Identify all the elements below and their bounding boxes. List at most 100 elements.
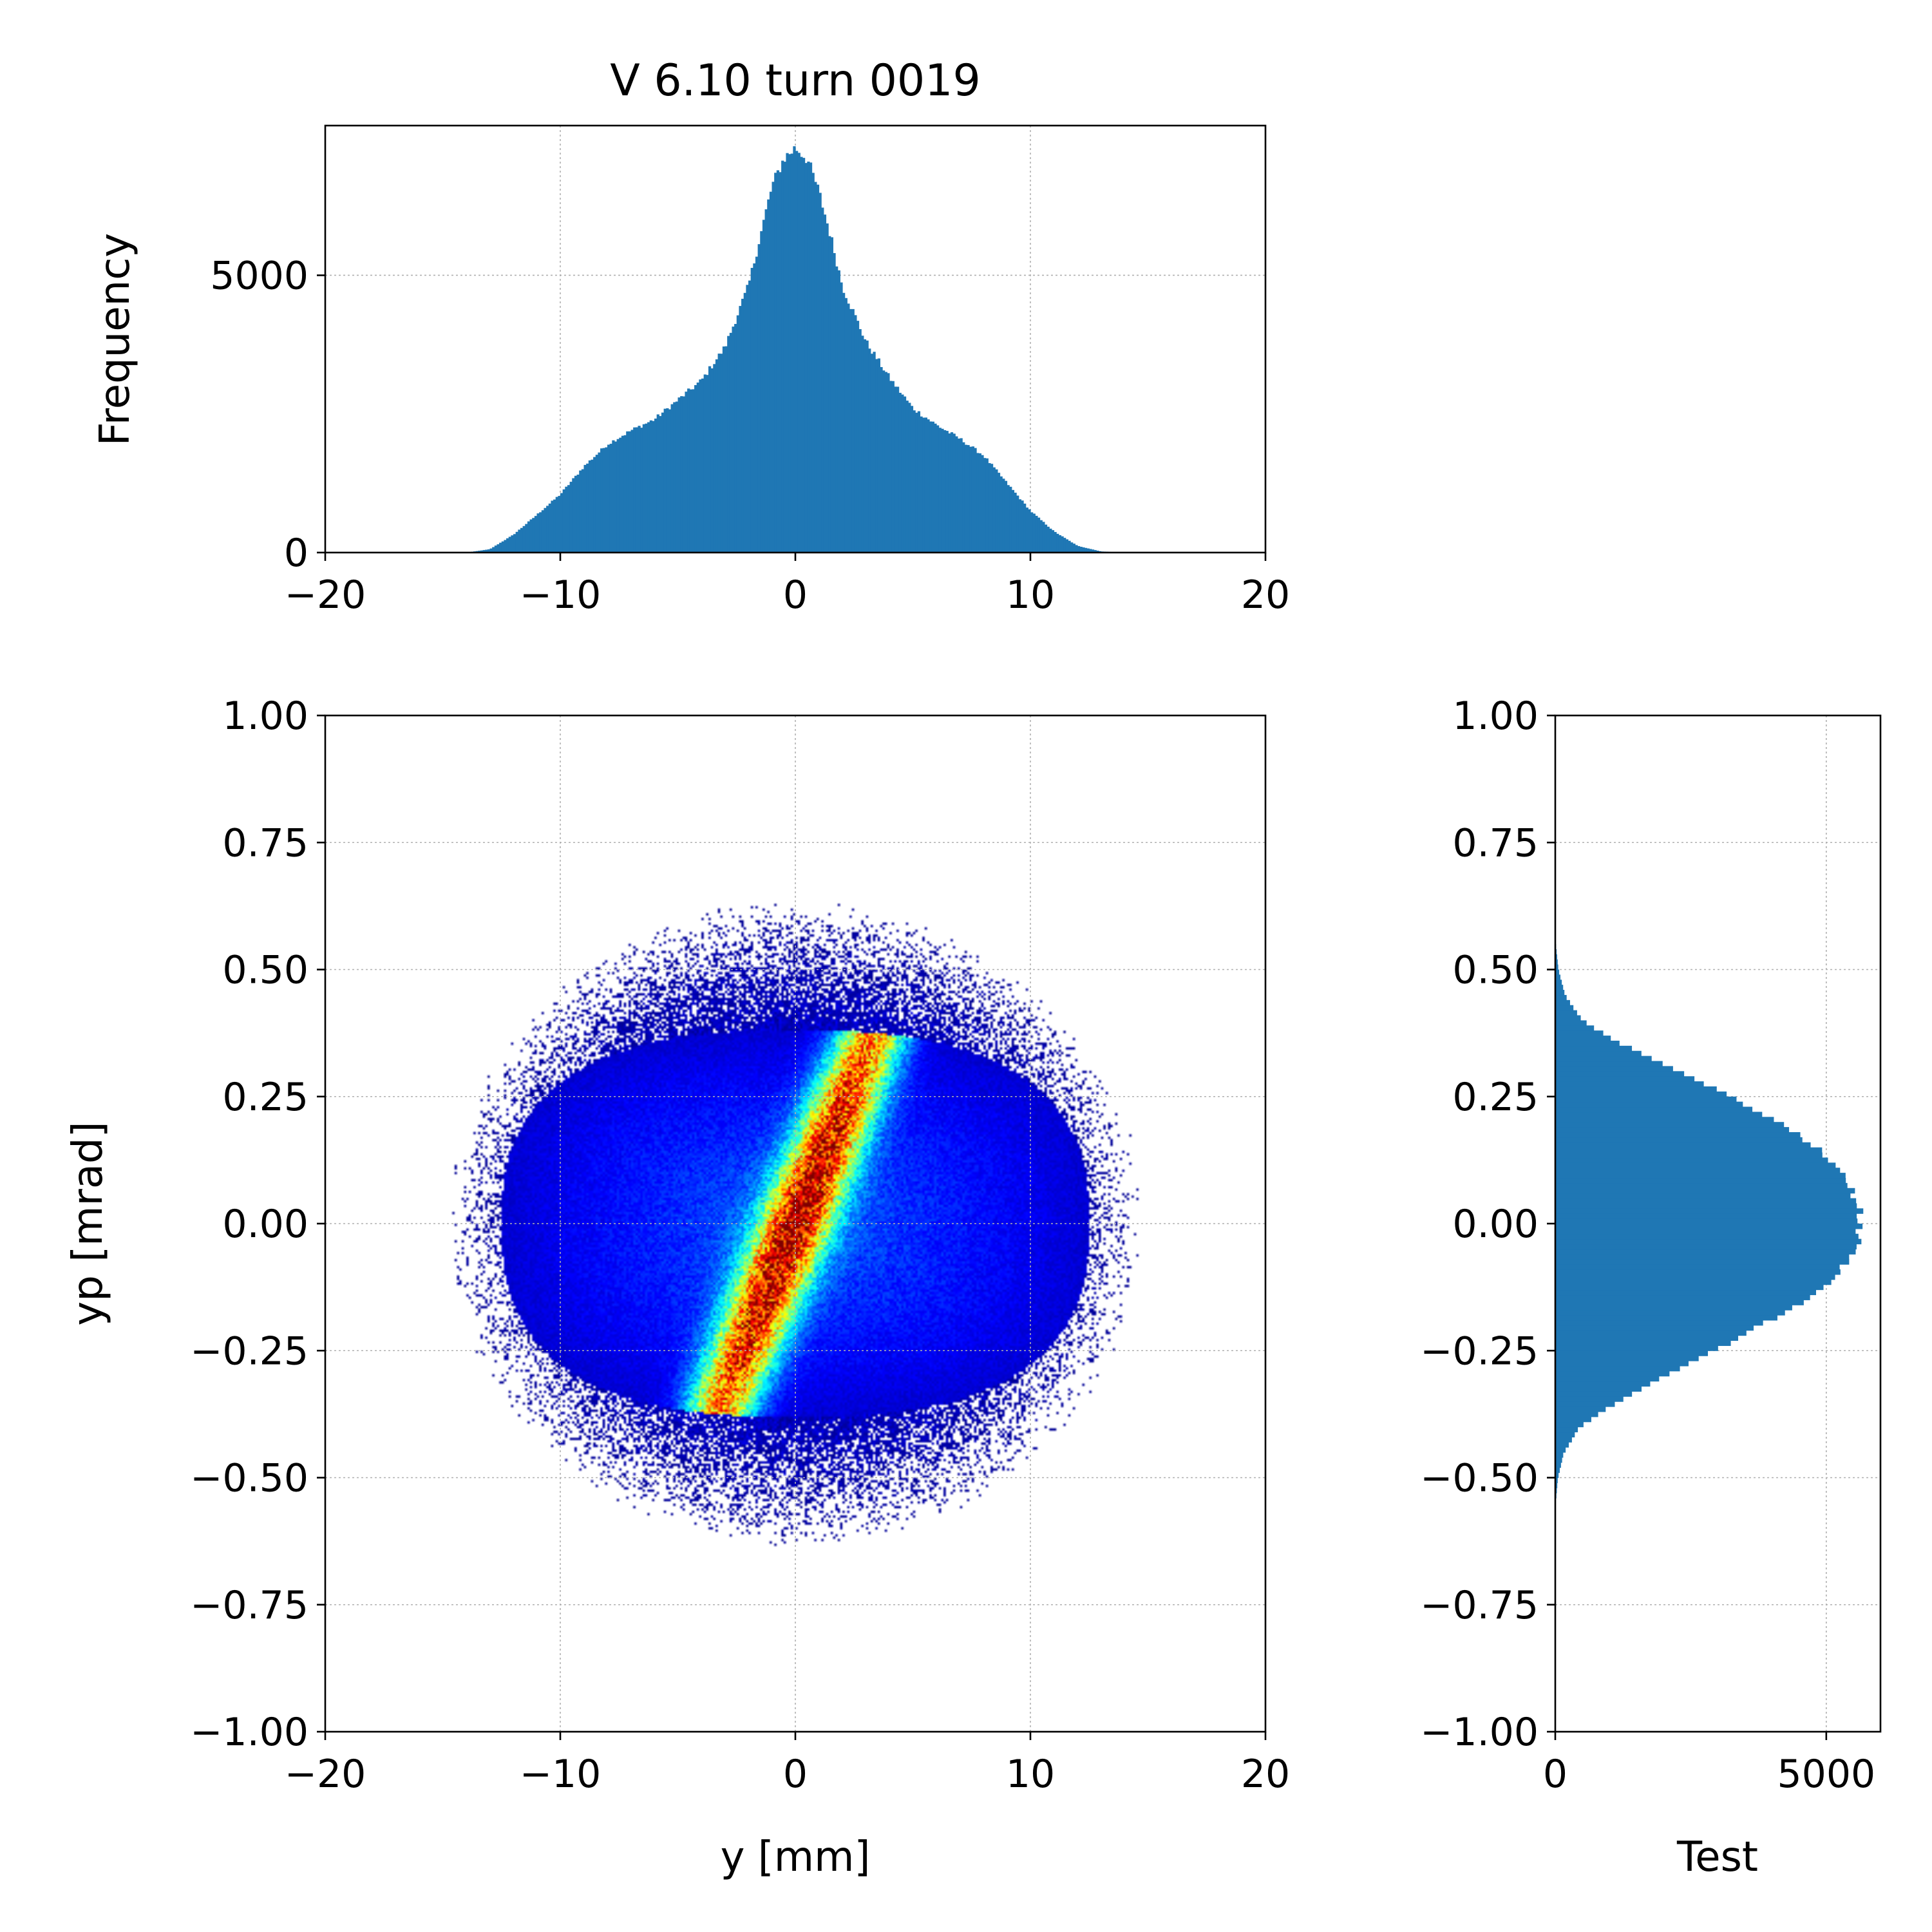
top-histogram-bar xyxy=(1077,546,1081,553)
top-histogram-bar xyxy=(882,370,886,553)
top-histogram-xtick-label: 20 xyxy=(1241,573,1290,618)
right-histogram-ytick-label: 0.50 xyxy=(1452,948,1539,993)
phase-space-ytick-label: −1.00 xyxy=(190,1710,308,1755)
top-histogram-bar xyxy=(668,409,672,553)
right-histogram-bar xyxy=(1555,1228,1856,1235)
top-histogram-bar xyxy=(1016,495,1019,553)
top-histogram-bar xyxy=(743,292,746,553)
top-histogram-bar xyxy=(574,475,578,553)
top-histogram-bar xyxy=(1089,549,1092,553)
top-histogram-bar xyxy=(541,510,545,553)
top-histogram-bar xyxy=(828,236,831,553)
top-histogram-bar xyxy=(602,448,605,553)
top-histogram-bar xyxy=(753,263,756,553)
top-histogram-bar xyxy=(1079,547,1083,553)
right-histogram-ytick-label: −1.00 xyxy=(1420,1710,1539,1755)
right-histogram-bar xyxy=(1555,1010,1577,1016)
top-histogram-bar xyxy=(518,529,521,553)
top-histogram-bar xyxy=(497,544,500,553)
right-histogram-bar xyxy=(1555,1305,1792,1311)
right-histogram-panel: 1.00 0.75 0.50 0.25 0.00 −0.25 −0.50 −0.75 −1.00… xyxy=(1420,694,1882,1881)
top-histogram-bar xyxy=(654,418,658,553)
top-histogram-bar xyxy=(600,448,603,553)
top-histogram-bar xyxy=(884,372,887,553)
top-histogram-bar xyxy=(870,354,874,553)
right-histogram-bar xyxy=(1555,1406,1606,1412)
top-histogram-bar xyxy=(713,364,716,553)
top-histogram-bar xyxy=(830,237,833,553)
right-histogram-bar xyxy=(1555,1025,1595,1031)
right-histogram-bar xyxy=(1555,1117,1774,1122)
top-histogram-bar xyxy=(520,527,524,553)
top-histogram-bar xyxy=(1014,493,1017,553)
top-histogram-bar xyxy=(677,397,681,553)
right-histogram-bar xyxy=(1555,1356,1699,1361)
right-histogram-ytick-label: 0.75 xyxy=(1452,820,1539,866)
top-histogram-bar xyxy=(522,526,526,553)
top-histogram-bar xyxy=(482,550,486,553)
top-histogram-bar xyxy=(729,332,733,553)
top-histogram-bar xyxy=(487,549,491,553)
top-histogram-bar xyxy=(1061,536,1064,553)
right-histogram-xlabel: Test xyxy=(1676,1833,1758,1881)
top-histogram-bar xyxy=(992,467,996,553)
top-histogram-bar xyxy=(612,440,615,553)
right-histogram-bar xyxy=(1555,1462,1561,1468)
right-histogram-bar xyxy=(1555,1477,1558,1483)
right-histogram-bar xyxy=(1555,1056,1652,1062)
right-histogram-bar xyxy=(1555,1096,1737,1103)
top-histogram-bar xyxy=(642,424,645,553)
top-histogram-bar xyxy=(880,366,883,553)
top-histogram-bar xyxy=(692,389,695,553)
top-histogram-bar xyxy=(501,541,504,553)
right-histogram-bar xyxy=(1555,1315,1777,1321)
right-histogram-bar xyxy=(1555,999,1570,1006)
top-histogram-bar xyxy=(558,496,561,553)
top-histogram-bar xyxy=(866,340,869,553)
right-histogram-bar xyxy=(1555,1137,1803,1143)
top-histogram-bar xyxy=(934,423,937,553)
right-histogram-ytick-label: −0.75 xyxy=(1420,1583,1539,1628)
top-histogram-bar xyxy=(628,431,632,553)
top-histogram-bar xyxy=(999,476,1003,553)
right-histogram-bar xyxy=(1555,1198,1857,1204)
top-histogram-bar xyxy=(819,193,822,553)
right-histogram-bar xyxy=(1555,1325,1754,1331)
top-histogram-bar xyxy=(478,551,481,553)
top-histogram-bar xyxy=(680,396,683,553)
top-histogram-bar xyxy=(710,368,714,553)
top-histogram-bar xyxy=(1023,504,1027,553)
top-histogram-bar xyxy=(621,435,625,553)
top-histogram-bar xyxy=(988,463,991,553)
right-histogram-bar xyxy=(1555,1127,1790,1133)
top-histogram-bar xyxy=(689,389,692,553)
top-histogram-bar xyxy=(546,506,549,553)
top-histogram-bar xyxy=(1011,489,1015,553)
top-histogram-bar xyxy=(800,156,803,553)
top-histogram-bar xyxy=(652,421,655,553)
top-histogram-bar xyxy=(661,412,665,553)
right-histogram-bar xyxy=(1555,1071,1685,1077)
top-histogram-bar xyxy=(905,401,909,553)
right-histogram-bar xyxy=(1555,1182,1848,1189)
right-histogram-bar xyxy=(1555,1442,1569,1448)
top-histogram-bar xyxy=(727,336,730,553)
right-histogram-bar xyxy=(1555,1076,1695,1082)
top-histogram-bar xyxy=(553,499,556,553)
phase-space-ytick-label: 0.25 xyxy=(222,1075,308,1120)
right-histogram-bar xyxy=(1555,1030,1604,1036)
top-histogram-bar xyxy=(833,252,836,553)
top-histogram-bar xyxy=(649,420,652,553)
top-histogram-bar xyxy=(922,417,925,553)
top-histogram-bar xyxy=(1044,524,1048,553)
top-histogram-bar xyxy=(1058,535,1062,553)
phase-space-ytick-label: 0.50 xyxy=(222,948,308,993)
right-histogram-bar xyxy=(1555,1168,1841,1173)
right-histogram-bar xyxy=(1555,1467,1560,1473)
top-histogram-bar xyxy=(873,352,876,553)
top-histogram-bar xyxy=(694,384,697,553)
top-histogram-bar xyxy=(699,379,702,553)
top-histogram-bar xyxy=(929,421,933,553)
top-histogram-bar xyxy=(945,431,949,553)
